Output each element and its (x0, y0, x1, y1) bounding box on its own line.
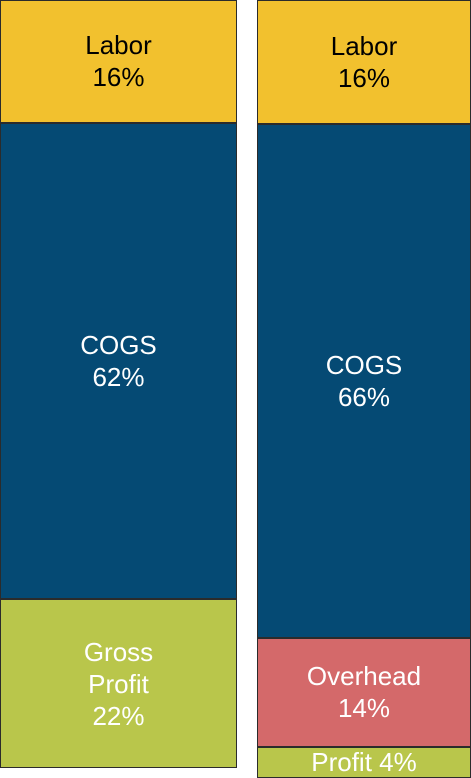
segment-value: 66% (337, 382, 391, 413)
segment-value: 62% (92, 361, 145, 392)
segment: Gross Profit 22% (0, 599, 237, 768)
segment-name: Overhead (306, 661, 422, 692)
segment: Labor 16% (257, 0, 471, 125)
segment: COGS 66% (257, 124, 471, 638)
segment-label: COGS 62% (80, 329, 157, 393)
segment-label: Labor 16% (331, 30, 398, 94)
segment-value: 4% (379, 747, 417, 778)
segment: Labor 16% (0, 0, 237, 123)
segment-label: Labor 16% (85, 29, 152, 93)
segment-value: 14% (337, 693, 391, 724)
segment-name: COGS (325, 350, 403, 381)
segment-name: Labor (330, 31, 398, 62)
segment-label: Profit 4% (311, 748, 417, 776)
segment-value: 16% (92, 62, 145, 93)
segment: Profit 4% (257, 746, 471, 778)
segment-label: COGS 66% (326, 349, 403, 413)
segment: COGS 62% (0, 122, 237, 600)
segment-name: Labor (85, 30, 152, 61)
segment-label: Overhead 14% (307, 660, 421, 724)
segment-value: 16% (337, 63, 391, 94)
column: Labor 16% COGS 66% Overhead 14% Profit 4% (257, 0, 471, 778)
segment: Overhead 14% (257, 637, 471, 747)
column: Labor 16% COGS 62% Gross Profit 22% (0, 0, 237, 768)
segment-value: 22% (92, 700, 145, 731)
segment-name: Profit (311, 747, 372, 778)
segment-label: Gross Profit 22% (59, 636, 179, 732)
segment-name: Gross Profit (83, 636, 154, 699)
segment-name: COGS (80, 329, 157, 360)
